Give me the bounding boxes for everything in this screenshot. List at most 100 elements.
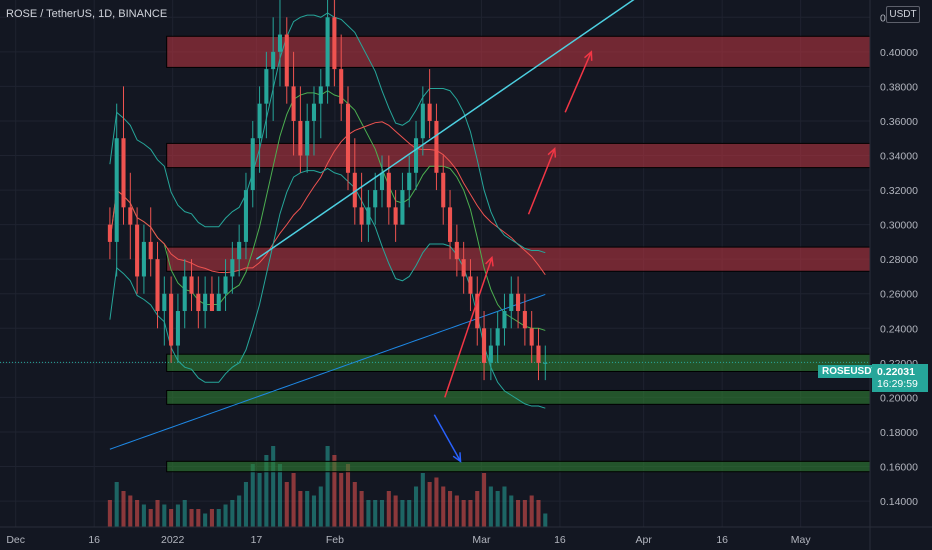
volume-bar bbox=[502, 486, 507, 527]
candle-body bbox=[230, 259, 235, 277]
volume-bar bbox=[448, 491, 453, 527]
volume-bar bbox=[175, 504, 180, 527]
down-arrow-head bbox=[452, 452, 462, 463]
volume-bar bbox=[128, 495, 133, 527]
candle-body bbox=[148, 241, 153, 260]
candle-body bbox=[345, 103, 351, 173]
candle-body bbox=[298, 120, 303, 156]
candle-body bbox=[359, 207, 364, 225]
volume-bar bbox=[257, 473, 262, 527]
support-zone bbox=[166, 389, 871, 405]
candle-body bbox=[386, 172, 391, 208]
current-price-label: 0.22031 16:29:59 bbox=[872, 364, 928, 392]
candle-body bbox=[495, 328, 500, 346]
volume-bar bbox=[454, 495, 459, 527]
symbol-title: ROSE / TetherUS, 1D, BINANCE bbox=[6, 8, 168, 20]
volume-bar bbox=[230, 500, 235, 527]
price-tick-label: 0.36000 bbox=[880, 116, 918, 128]
price-tick-label: 0.18000 bbox=[880, 427, 918, 439]
candle-body bbox=[373, 190, 378, 208]
volume-bar bbox=[203, 513, 208, 527]
candle-body bbox=[379, 172, 385, 191]
volume-bar bbox=[359, 491, 364, 527]
candle-body bbox=[482, 328, 487, 363]
candle-body bbox=[468, 276, 473, 294]
price-tick-label: 0.14000 bbox=[880, 496, 918, 508]
volume-bar bbox=[386, 491, 391, 527]
candle-body bbox=[250, 138, 255, 191]
volume-bar bbox=[169, 509, 174, 527]
volume-bar bbox=[400, 500, 405, 527]
candle-body bbox=[339, 69, 344, 104]
volume-bar bbox=[345, 464, 351, 527]
candle-body bbox=[509, 293, 514, 312]
drawings bbox=[255, 0, 635, 463]
up-arrow-line bbox=[564, 51, 593, 113]
candle-body bbox=[196, 293, 201, 312]
volume-bar bbox=[536, 500, 541, 527]
price-tick-label: 0.26000 bbox=[880, 289, 918, 301]
volume-bars bbox=[107, 446, 548, 527]
candle-body bbox=[169, 293, 174, 346]
volume-bar bbox=[543, 513, 548, 527]
bar-countdown: 16:29:59 bbox=[877, 378, 918, 390]
volume-bar bbox=[379, 500, 385, 527]
time-axis[interactable]: Dec 16 2022 17 Feb Mar 16 Apr 16 May bbox=[6, 534, 811, 546]
volume-bar bbox=[522, 500, 527, 527]
price-tick-label: 0.20000 bbox=[880, 392, 918, 404]
volume-bar bbox=[155, 500, 160, 527]
volume-bar bbox=[298, 491, 303, 527]
volume-bar bbox=[291, 473, 296, 527]
price-tick-label: 0.34000 bbox=[880, 151, 918, 163]
price-zones bbox=[166, 35, 871, 473]
volume-bar bbox=[114, 482, 119, 527]
candle-body bbox=[318, 86, 323, 104]
volume-bar bbox=[413, 486, 419, 527]
candle-body bbox=[182, 276, 187, 312]
price-axis[interactable]: 0.140000.160000.180000.200000.220000.240… bbox=[880, 12, 918, 508]
candle-body bbox=[114, 138, 119, 242]
volume-bar bbox=[277, 464, 283, 527]
volume-bar bbox=[311, 495, 317, 527]
candle-body bbox=[223, 276, 228, 294]
down-arrow-line bbox=[433, 414, 462, 462]
up-arrow-head bbox=[485, 255, 494, 267]
candle-body bbox=[189, 276, 194, 294]
volume-bar bbox=[271, 446, 276, 527]
candle-body bbox=[257, 103, 262, 139]
volume-bar bbox=[488, 486, 493, 527]
candle-body bbox=[284, 34, 289, 87]
time-tick-label: Feb bbox=[326, 534, 344, 546]
candle-body bbox=[291, 86, 296, 121]
candle-body bbox=[543, 362, 548, 364]
volume-bar bbox=[332, 455, 337, 527]
volume-bar bbox=[141, 504, 146, 527]
candle-body bbox=[522, 311, 527, 329]
volume-bar bbox=[284, 482, 289, 527]
volume-bar bbox=[305, 491, 310, 527]
time-tick-label: 16 bbox=[88, 534, 100, 546]
candle-body bbox=[413, 138, 419, 173]
volume-bar bbox=[468, 500, 473, 527]
price-tick-label: 0.24000 bbox=[880, 323, 918, 335]
candle-body bbox=[237, 241, 242, 260]
volume-bar bbox=[441, 486, 446, 527]
candle-body bbox=[461, 259, 466, 277]
volume-bar bbox=[189, 509, 194, 527]
volume-bar bbox=[516, 500, 521, 527]
volume-bar bbox=[223, 504, 228, 527]
volume-bar bbox=[509, 495, 514, 527]
trend-line bbox=[255, 0, 635, 260]
currency-button[interactable]: USDT bbox=[886, 6, 920, 23]
candle-body bbox=[407, 172, 412, 191]
up-arrow-head bbox=[584, 50, 593, 61]
candle-body bbox=[393, 207, 398, 225]
candle-body bbox=[121, 138, 126, 208]
candle-body bbox=[311, 103, 317, 121]
price-tick-label: 0.30000 bbox=[880, 220, 918, 232]
volume-bar bbox=[339, 473, 344, 527]
resistance-zone bbox=[166, 246, 871, 272]
volume-bar bbox=[420, 473, 425, 527]
price-tick-label: 0.32000 bbox=[880, 185, 918, 197]
